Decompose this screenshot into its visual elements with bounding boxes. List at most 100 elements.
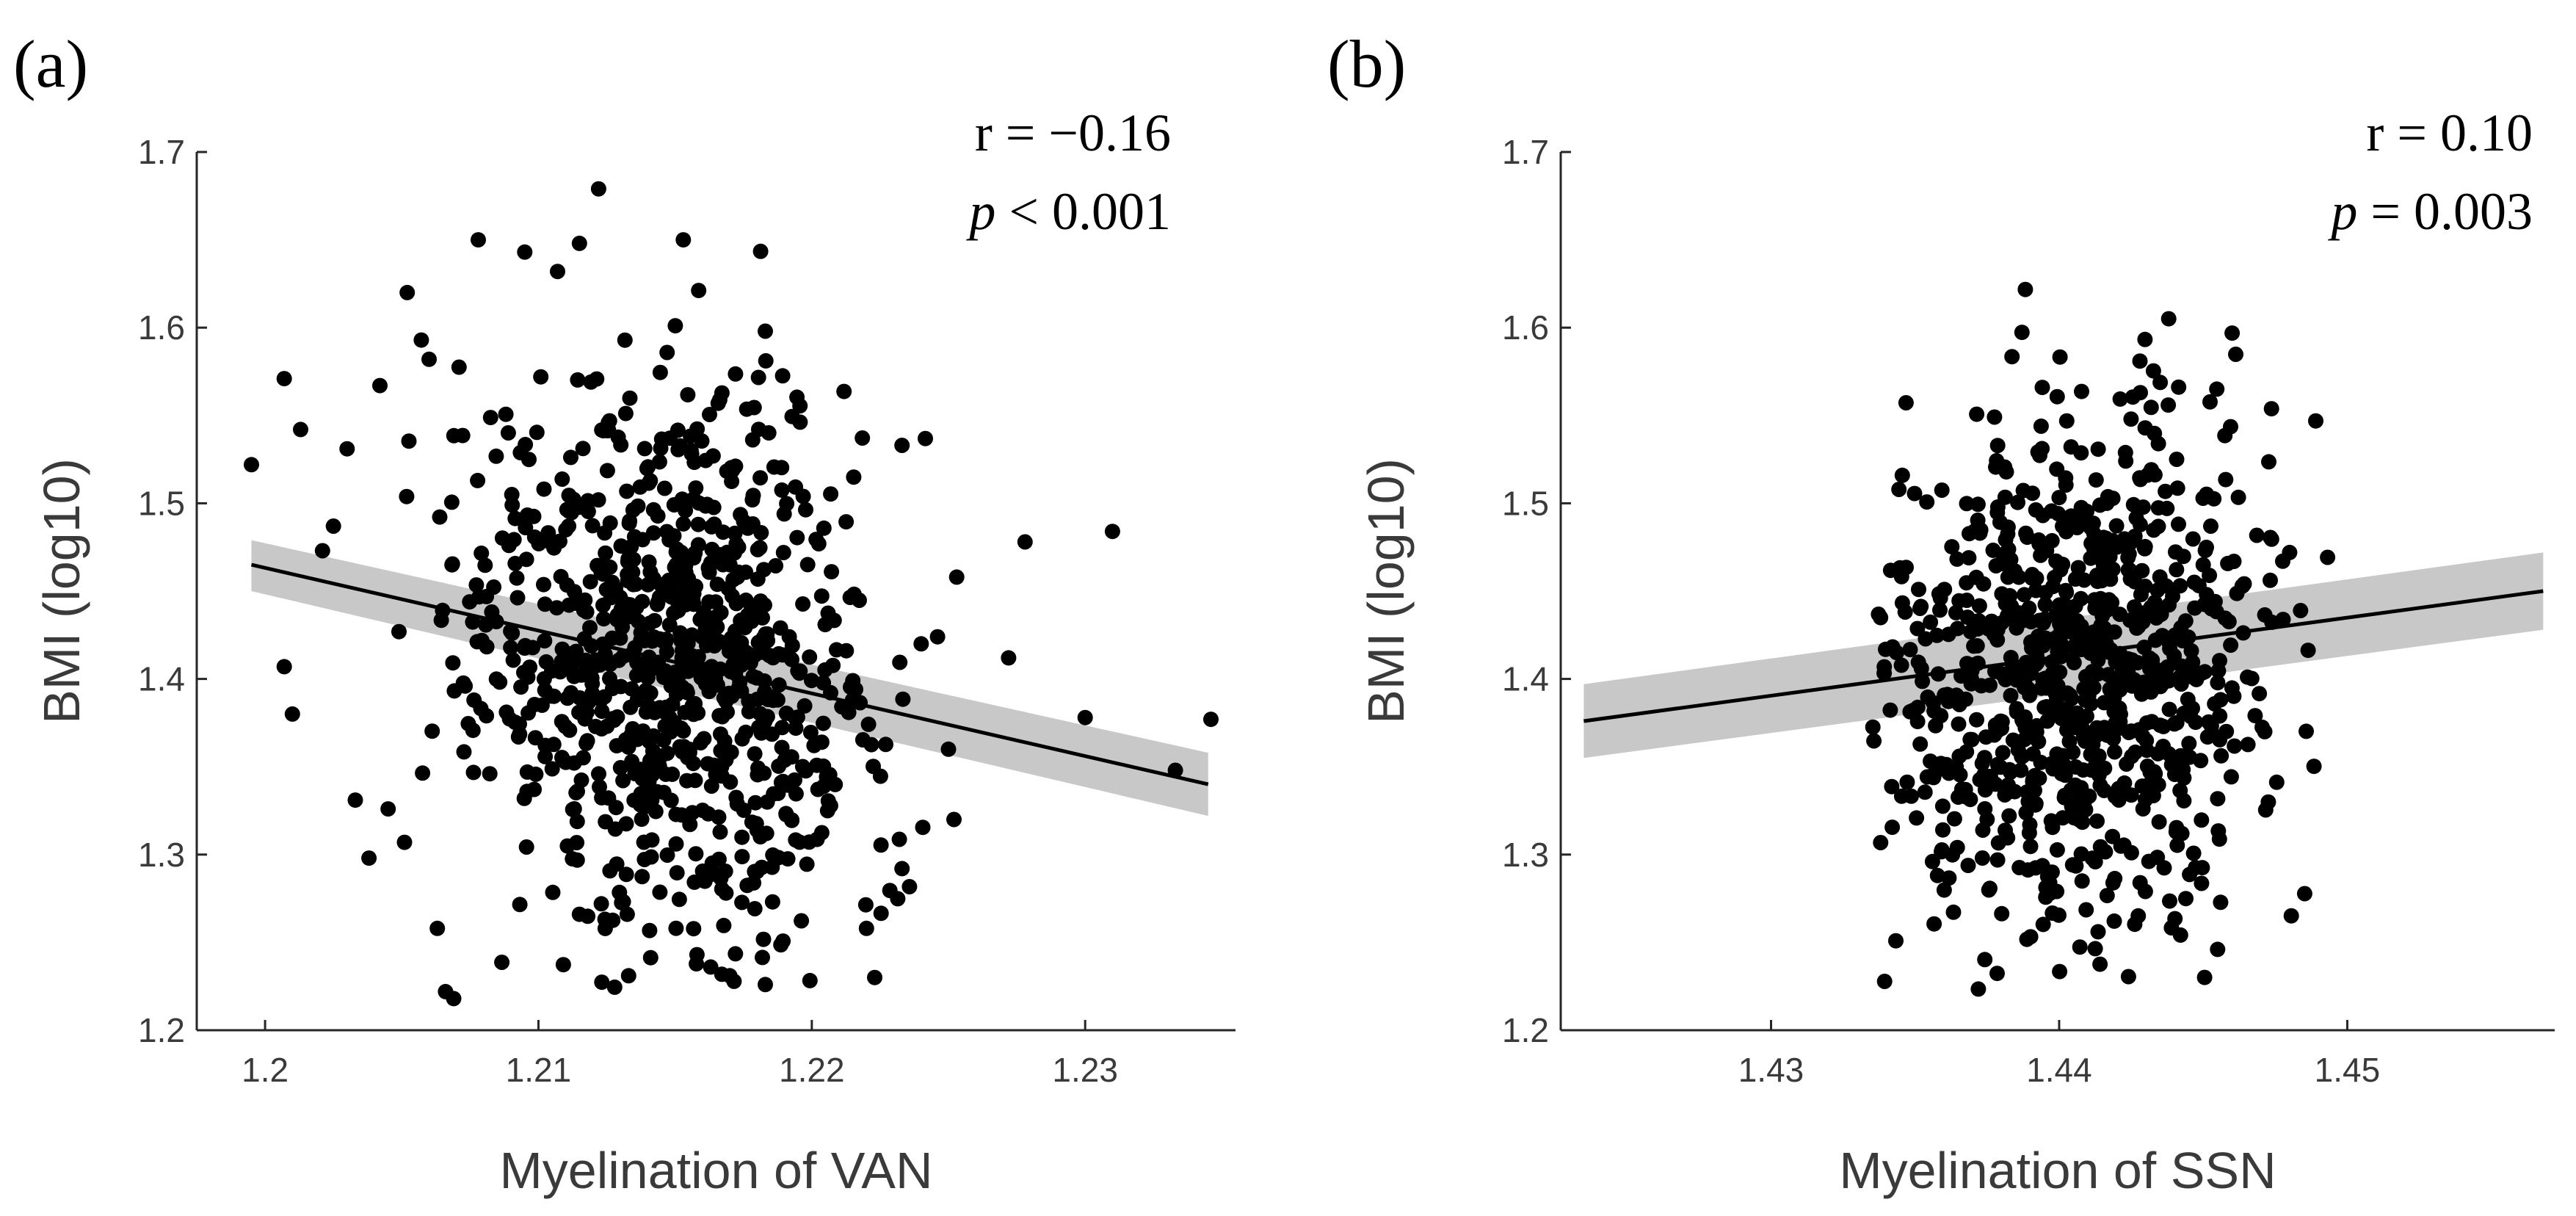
data-point	[733, 657, 750, 673]
data-point	[2283, 908, 2299, 924]
data-point	[792, 398, 808, 414]
data-point	[537, 596, 553, 612]
data-point	[1934, 798, 1951, 814]
data-point	[488, 671, 504, 687]
data-point	[2175, 761, 2191, 778]
data-point	[689, 947, 705, 963]
data-point	[567, 495, 583, 511]
data-point	[2011, 860, 2028, 875]
data-point	[513, 679, 529, 695]
data-point	[2171, 516, 2186, 532]
data-point	[2193, 753, 2209, 769]
data-point	[474, 632, 490, 648]
data-point	[482, 766, 498, 782]
data-point	[2227, 738, 2243, 754]
data-point	[671, 891, 687, 908]
data-point	[813, 825, 830, 841]
data-point	[2143, 599, 2159, 615]
data-point	[443, 494, 460, 510]
data-point	[2003, 764, 2019, 781]
data-point	[1970, 496, 1986, 513]
data-point	[2168, 544, 2183, 560]
data-point	[2025, 772, 2041, 788]
data-point	[739, 401, 755, 417]
data-point	[554, 750, 570, 766]
data-point	[2022, 929, 2039, 945]
data-point	[706, 629, 722, 645]
data-point	[510, 729, 526, 745]
data-point	[2209, 381, 2225, 397]
data-point	[2229, 585, 2245, 601]
x-tick-label: 1.21	[506, 1051, 572, 1089]
data-point	[2223, 419, 2238, 435]
data-point	[626, 792, 642, 808]
data-point	[1957, 789, 1973, 805]
data-point	[816, 715, 831, 731]
data-point	[642, 734, 658, 750]
data-point	[623, 539, 639, 555]
data-point	[784, 812, 800, 828]
data-point	[892, 654, 908, 670]
data-point	[2299, 723, 2314, 739]
data-point	[794, 913, 810, 929]
data-point	[2108, 518, 2125, 534]
data-point	[507, 555, 523, 571]
data-point	[583, 374, 599, 390]
data-point	[2257, 802, 2274, 818]
data-point	[728, 946, 744, 962]
data-point	[545, 737, 562, 753]
data-point	[2076, 572, 2092, 588]
data-point	[2125, 496, 2141, 513]
data-point	[822, 797, 838, 814]
data-point	[396, 834, 413, 850]
data-point	[1934, 842, 1950, 858]
data-point	[674, 744, 690, 760]
panel-label: (b)	[1327, 26, 1406, 101]
data-point	[470, 472, 486, 488]
data-point	[784, 651, 799, 667]
data-point	[2112, 607, 2127, 623]
data-point	[590, 181, 606, 197]
y-axis-label: BMI (log10)	[33, 458, 90, 724]
data-point	[764, 859, 780, 875]
data-point	[794, 759, 810, 775]
data-point	[752, 243, 769, 259]
data-point	[2166, 648, 2183, 664]
data-point	[778, 705, 794, 721]
data-point	[518, 520, 534, 535]
data-point	[713, 604, 729, 620]
data-point	[1891, 482, 1907, 497]
data-point	[2091, 748, 2107, 764]
data-point	[802, 649, 818, 665]
data-point	[2174, 825, 2190, 842]
data-point	[2049, 388, 2065, 405]
data-point	[598, 545, 614, 561]
data-point	[582, 573, 598, 590]
data-point	[764, 894, 780, 910]
data-point	[2228, 347, 2243, 362]
data-point	[568, 785, 584, 800]
data-point	[2137, 420, 2153, 436]
data-point	[728, 535, 744, 551]
data-point	[1945, 904, 1962, 920]
data-point	[2070, 560, 2086, 576]
data-point	[1962, 731, 1978, 748]
data-point	[641, 554, 657, 570]
data-point	[2308, 413, 2323, 429]
data-point	[293, 421, 308, 438]
data-point	[2105, 561, 2121, 577]
data-point	[659, 847, 675, 863]
panel-label: (a)	[13, 26, 88, 101]
data-point	[642, 685, 658, 701]
data-point	[652, 884, 668, 900]
data-point	[882, 883, 898, 899]
data-point	[2145, 363, 2161, 379]
data-point	[1876, 665, 1893, 681]
data-point	[619, 906, 635, 922]
data-point	[784, 408, 800, 424]
data-point	[1906, 485, 1923, 502]
data-point	[1878, 641, 1893, 657]
data-point	[747, 746, 763, 762]
data-point	[1203, 712, 1219, 728]
data-point	[559, 838, 576, 854]
